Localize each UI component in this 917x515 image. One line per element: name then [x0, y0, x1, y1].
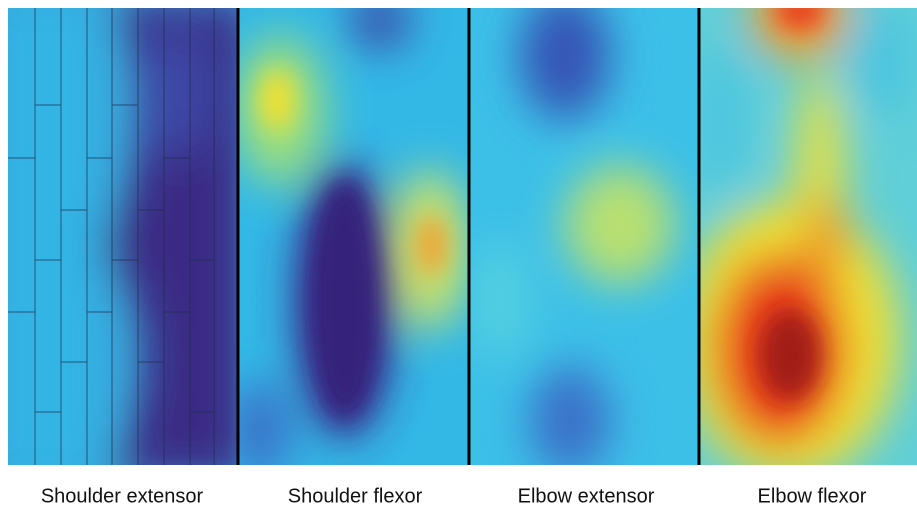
heatmap-shoulder-flexor [230, 0, 470, 480]
heatmap-shoulder-extensor [0, 0, 250, 480]
heatmap-elbow-flexor [680, 0, 917, 480]
panel-label: Elbow extensor [518, 485, 655, 507]
panel-label: Shoulder extensor [41, 485, 204, 507]
panel-label: Elbow flexor [758, 485, 867, 507]
figure: Shoulder extensor Shoulder flexor Elbow … [0, 0, 917, 515]
heatmap-elbow-extensor [469, 0, 699, 475]
panel-label: Shoulder flexor [288, 485, 423, 507]
